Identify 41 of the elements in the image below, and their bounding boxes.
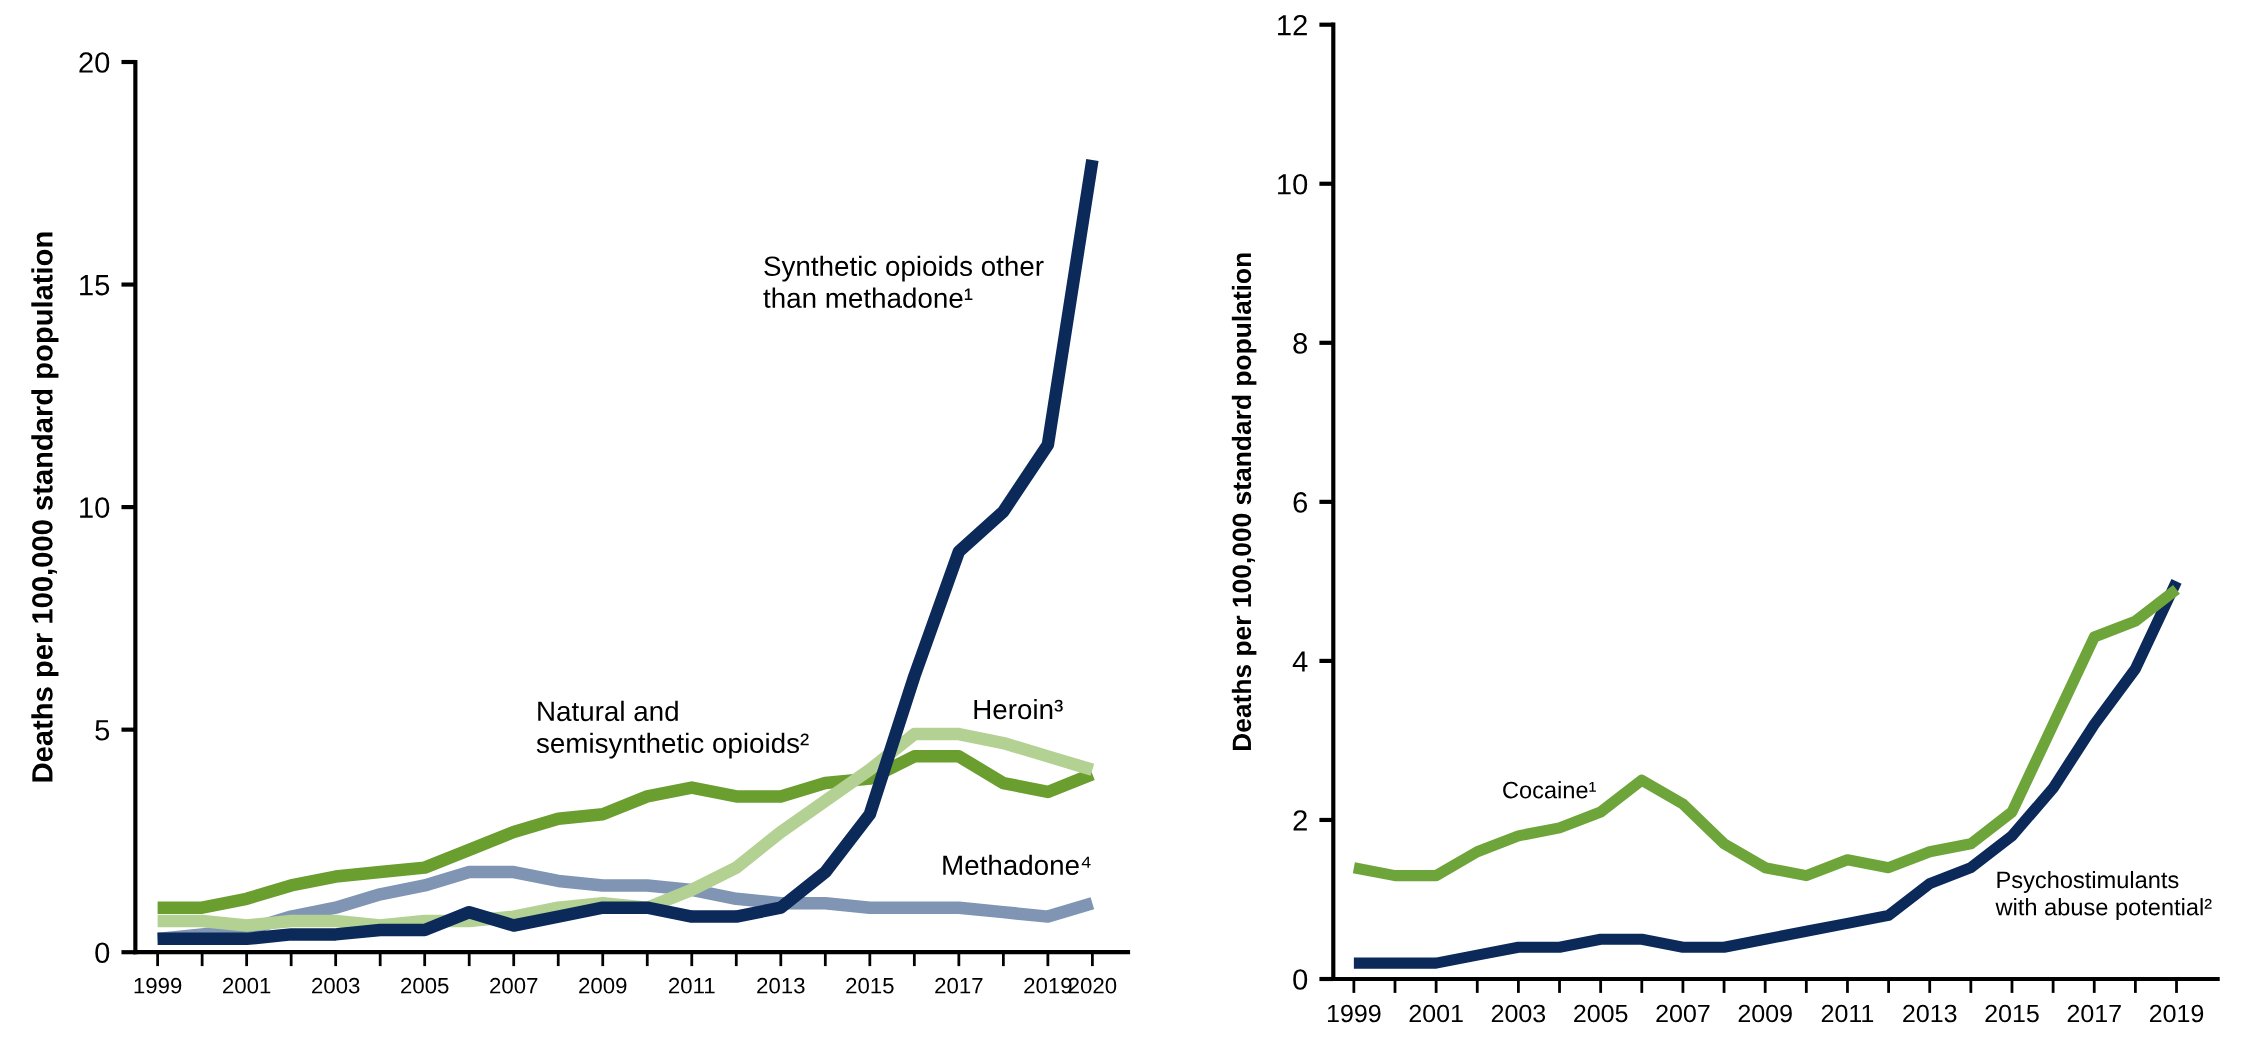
x-tick-label: 2003 <box>1491 1004 1546 1023</box>
x-tick-label: 2005 <box>1574 1004 1628 1023</box>
series-label: Heroin³ <box>974 698 1063 720</box>
x-tick-label: 2003 <box>312 977 360 994</box>
x-tick-label: 2011 <box>668 977 715 994</box>
y-axis-title: Deaths per 100,000 standard population <box>1231 253 1257 751</box>
x-tick-label: 2013 <box>757 977 805 994</box>
y-tick-label: 10 <box>80 497 110 518</box>
x-tick-label: 2011 <box>1821 1004 1874 1023</box>
y-tick-label: 6 <box>1293 492 1308 513</box>
y-tick-label: 4 <box>1292 651 1308 672</box>
x-tick-label: 2001 <box>223 977 271 994</box>
x-tick-label: 2015 <box>846 977 894 994</box>
x-tick-label: 2007 <box>490 977 538 994</box>
y-tick-label: 12 <box>1278 14 1307 36</box>
x-tick-label: 2015 <box>1985 1004 2039 1023</box>
x-tick-label: 2001 <box>1409 1004 1463 1023</box>
x-tick-label: 2017 <box>2067 1004 2121 1023</box>
x-tick-label: 2013 <box>1903 1004 1957 1023</box>
x-tick-label: 2019 <box>2149 1004 2204 1023</box>
y-tick-label: 2 <box>1293 810 1307 831</box>
y-tick-label: 0 <box>95 942 110 964</box>
series-label: Cocaine¹ <box>1503 781 1596 799</box>
x-tick-label: 2005 <box>401 977 449 994</box>
y-tick-label: 15 <box>80 275 110 296</box>
x-tick-label: 2007 <box>1656 1004 1710 1023</box>
x-tick-label: 2009 <box>1738 1004 1792 1023</box>
x-tick-label: 1999 <box>1327 1004 1381 1023</box>
y-tick-label: 10 <box>1278 173 1308 195</box>
y-tick-label: 8 <box>1293 333 1308 354</box>
series-label: Methadone⁴ <box>943 854 1091 876</box>
series-label: Natural and semisynthetic opioids² <box>536 700 809 759</box>
series-label: Psychostimulants with abuse potential² <box>1995 870 2212 921</box>
y-tick-label: 5 <box>95 720 110 741</box>
y-tick-label: 0 <box>1293 969 1308 990</box>
x-tick-label: 1999 <box>134 977 182 994</box>
y-axis-title: Deaths per 100,000 standard population <box>31 232 59 782</box>
series-label: Synthetic opioids other than methadone¹ <box>763 255 1044 308</box>
y-tick-label: 20 <box>79 52 110 73</box>
x-tick-label: 2009 <box>579 977 627 994</box>
x-tick-label: 2017 <box>935 977 983 994</box>
